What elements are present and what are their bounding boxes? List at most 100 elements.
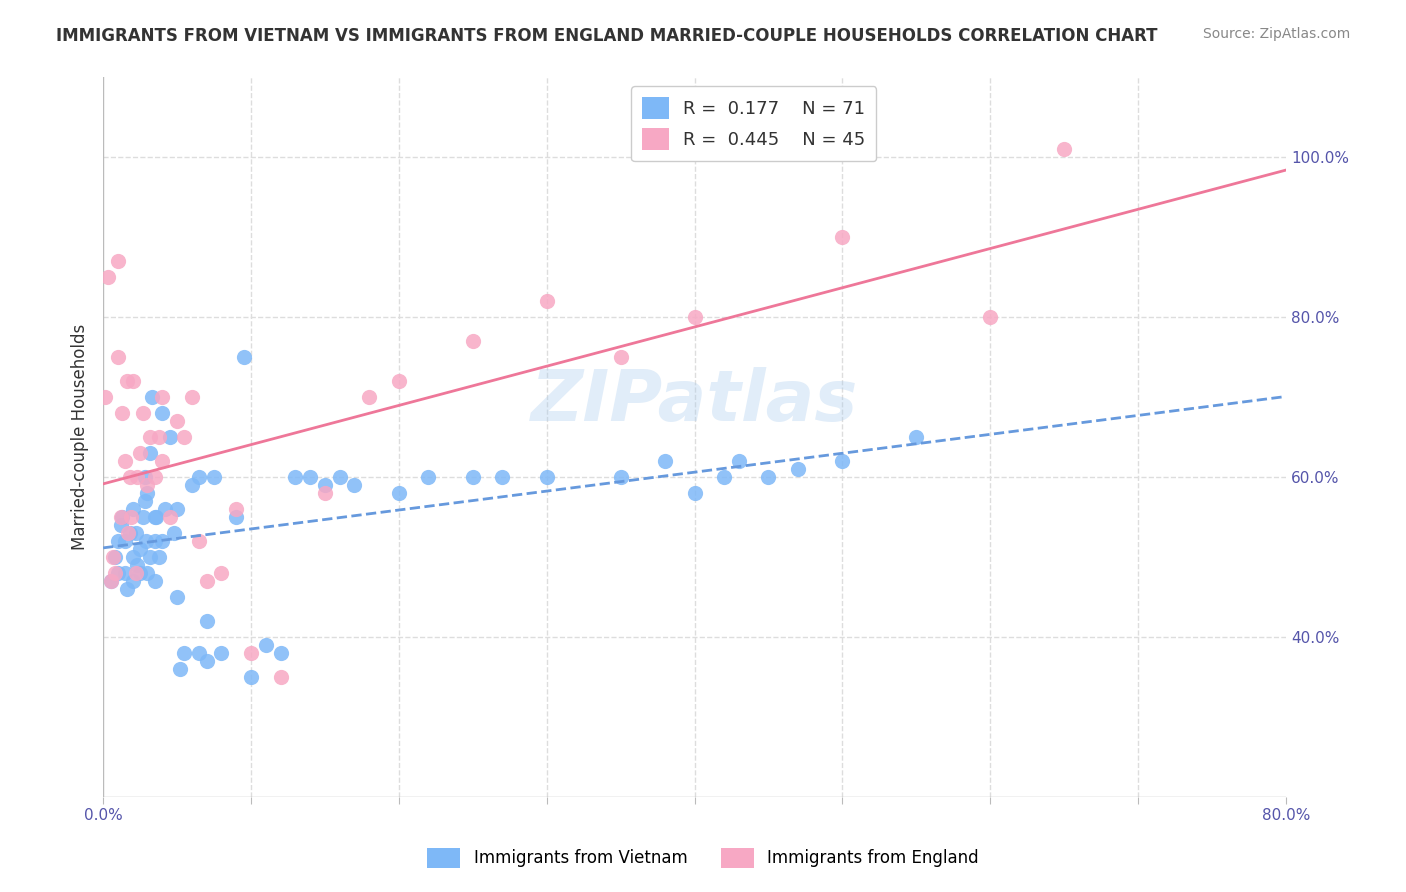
Point xyxy=(169,662,191,676)
Point xyxy=(388,486,411,500)
Point xyxy=(359,390,381,404)
Point xyxy=(329,470,352,484)
Text: Source: ZipAtlas.com: Source: ZipAtlas.com xyxy=(1202,27,1350,41)
Point xyxy=(143,533,166,548)
Point xyxy=(143,470,166,484)
Point xyxy=(148,549,170,564)
Point xyxy=(107,566,129,580)
Point xyxy=(145,510,167,524)
Point xyxy=(202,470,225,484)
Point xyxy=(124,525,146,540)
Point xyxy=(100,574,122,588)
Point xyxy=(654,454,676,468)
Point xyxy=(121,549,143,564)
Point xyxy=(114,533,136,548)
Point xyxy=(143,510,166,524)
Point xyxy=(143,574,166,588)
Point xyxy=(188,646,211,660)
Point xyxy=(124,566,146,580)
Point xyxy=(127,470,149,484)
Point xyxy=(150,533,173,548)
Point xyxy=(195,654,218,668)
Point xyxy=(232,350,254,364)
Point xyxy=(314,486,336,500)
Point xyxy=(388,374,411,388)
Point xyxy=(134,494,156,508)
Point xyxy=(150,454,173,468)
Legend: Immigrants from Vietnam, Immigrants from England: Immigrants from Vietnam, Immigrants from… xyxy=(420,841,986,875)
Point xyxy=(609,350,631,364)
Point xyxy=(683,486,706,500)
Point xyxy=(343,478,366,492)
Point xyxy=(195,574,218,588)
Point xyxy=(180,478,202,492)
Point xyxy=(150,406,173,420)
Point xyxy=(114,566,136,580)
Point xyxy=(166,502,188,516)
Point xyxy=(132,406,155,420)
Point xyxy=(254,638,277,652)
Point xyxy=(107,533,129,548)
Point xyxy=(536,470,558,484)
Point xyxy=(166,414,188,428)
Point xyxy=(155,502,177,516)
Point xyxy=(758,470,780,484)
Point xyxy=(461,334,484,348)
Point xyxy=(134,470,156,484)
Point xyxy=(117,525,139,540)
Point xyxy=(491,470,513,484)
Point xyxy=(461,470,484,484)
Point xyxy=(209,566,232,580)
Point xyxy=(121,374,143,388)
Point xyxy=(139,446,162,460)
Point xyxy=(284,470,307,484)
Point xyxy=(159,430,181,444)
Point xyxy=(115,582,138,596)
Point xyxy=(240,646,263,660)
Text: ZIPatlas: ZIPatlas xyxy=(531,367,858,435)
Point xyxy=(713,470,735,484)
Point xyxy=(107,254,129,268)
Point xyxy=(536,294,558,309)
Point xyxy=(150,390,173,404)
Point xyxy=(114,454,136,468)
Point xyxy=(107,350,129,364)
Point xyxy=(139,549,162,564)
Point xyxy=(270,670,292,684)
Text: IMMIGRANTS FROM VIETNAM VS IMMIGRANTS FROM ENGLAND MARRIED-COUPLE HOUSEHOLDS COR: IMMIGRANTS FROM VIETNAM VS IMMIGRANTS FR… xyxy=(56,27,1157,45)
Point xyxy=(163,525,186,540)
Point xyxy=(180,390,202,404)
Point xyxy=(139,430,162,444)
Point xyxy=(121,574,143,588)
Point xyxy=(148,430,170,444)
Point xyxy=(136,566,159,580)
Point xyxy=(831,454,853,468)
Point xyxy=(110,510,132,524)
Point xyxy=(118,470,141,484)
Point xyxy=(209,646,232,660)
Point xyxy=(135,533,157,548)
Point xyxy=(104,549,127,564)
Point xyxy=(118,525,141,540)
Point xyxy=(129,541,152,556)
Point xyxy=(173,430,195,444)
Point xyxy=(683,310,706,325)
Point xyxy=(787,462,810,476)
Point xyxy=(188,533,211,548)
Point xyxy=(111,406,134,420)
Point xyxy=(173,646,195,660)
Point xyxy=(129,446,152,460)
Point xyxy=(110,518,132,533)
Point xyxy=(129,566,152,580)
Y-axis label: Married-couple Households: Married-couple Households xyxy=(72,324,89,550)
Point xyxy=(905,430,928,444)
Point xyxy=(100,574,122,588)
Point xyxy=(225,502,247,516)
Point xyxy=(103,549,125,564)
Point xyxy=(299,470,322,484)
Point xyxy=(166,590,188,604)
Point xyxy=(831,230,853,244)
Point xyxy=(1053,142,1076,156)
Point xyxy=(270,646,292,660)
Point xyxy=(136,478,159,492)
